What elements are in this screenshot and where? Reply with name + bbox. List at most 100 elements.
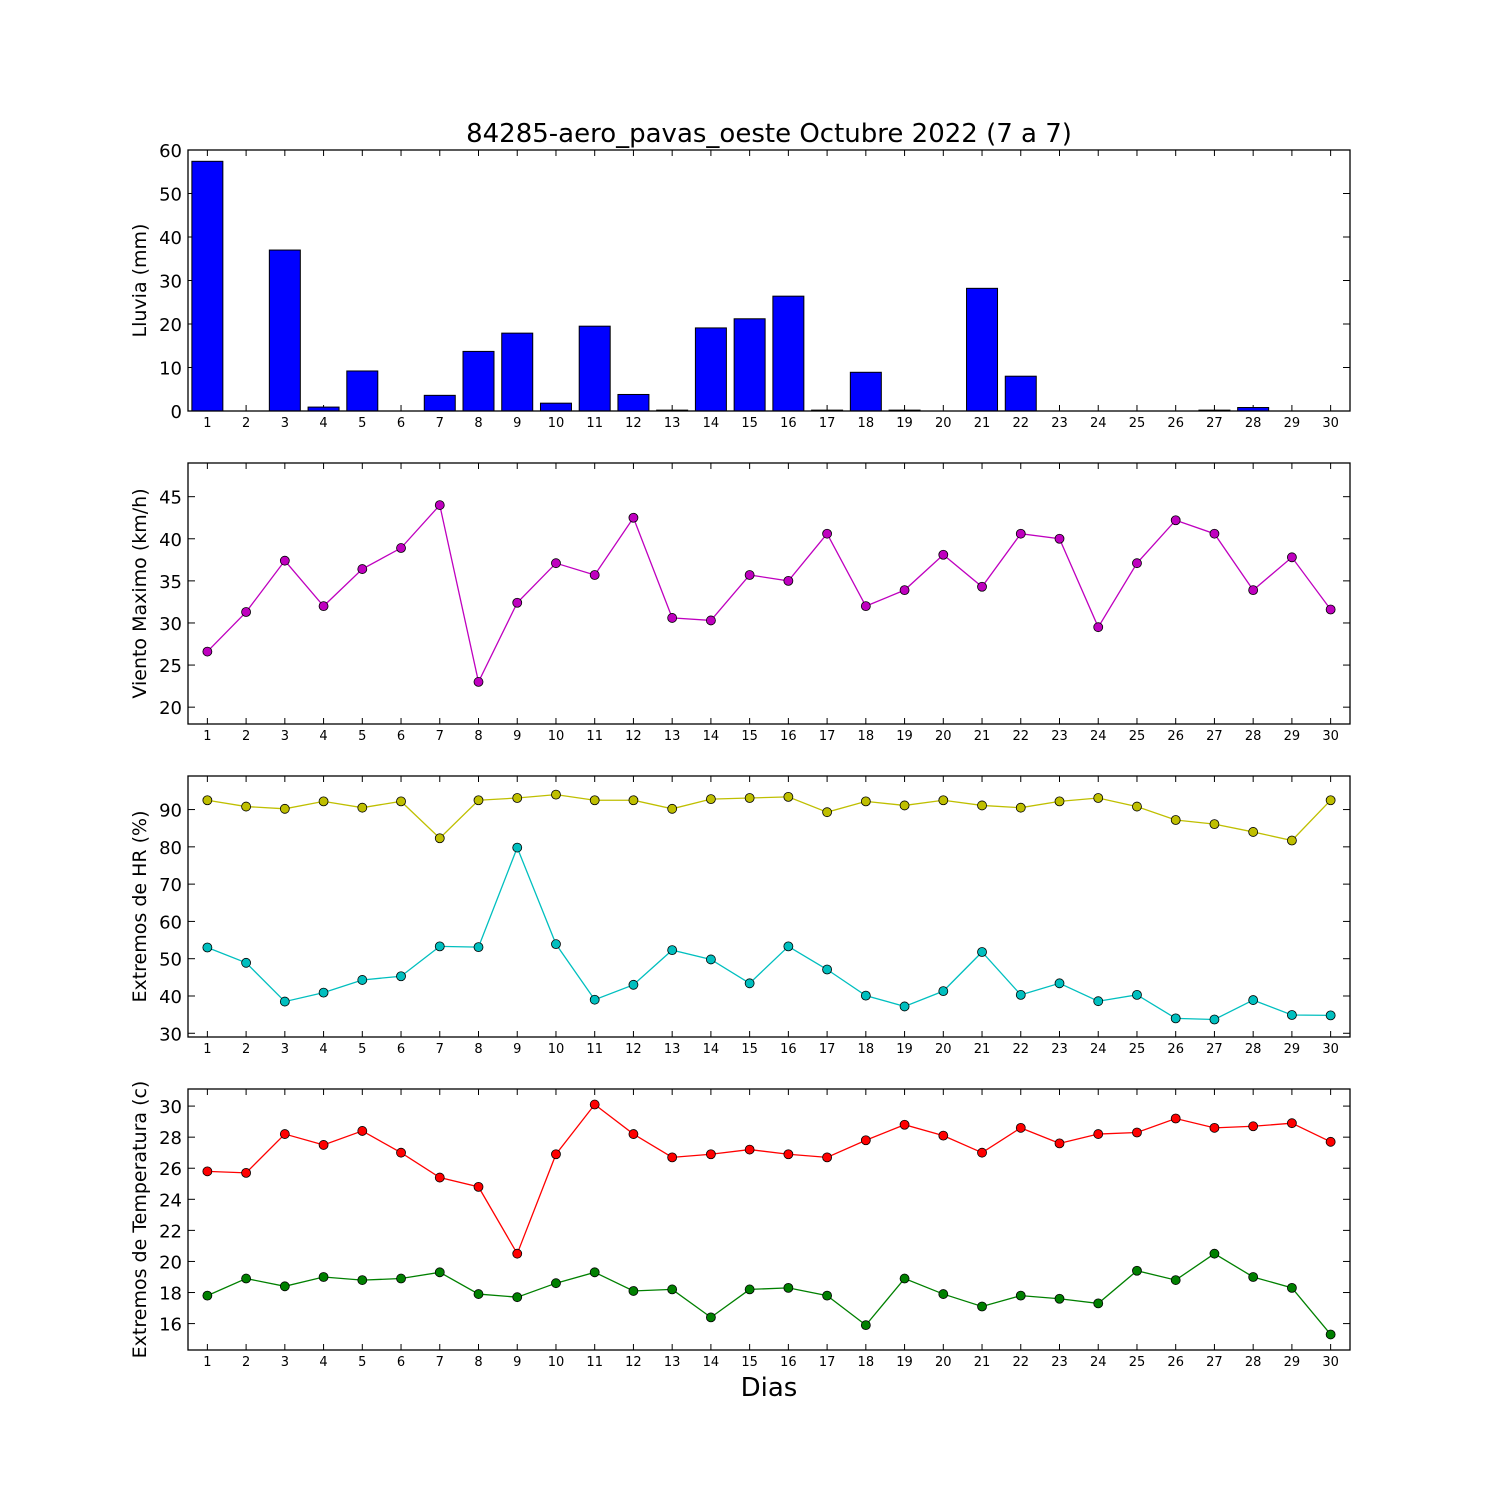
temperature-series-1-point [1132,1127,1142,1138]
y-tick-label: 60 [159,141,182,162]
humidity-series-1-line [207,793,1332,842]
x-tick-label: 10 [548,1355,565,1370]
humidity-series-1-point [241,801,252,812]
humidity-series-1-point [589,795,600,806]
temperature-series-1-point [357,1126,368,1136]
humidity-series-2-point [628,979,639,990]
x-tick-label: 23 [1051,729,1068,744]
temperature-series-2-point [357,1275,368,1285]
x-tick-label: 21 [974,1042,991,1057]
wind-series-1-point [628,512,639,523]
temperature-series-1-point [628,1129,639,1139]
rain-bar [772,295,805,412]
wind-series-1-point [512,597,523,608]
rain-axes-frame [187,149,1351,412]
wind-series-1-point [1209,528,1220,539]
humidity-series-1-point [434,833,445,844]
temperature-series-2-point [1287,1282,1297,1293]
temperature-series-2-point [706,1312,716,1323]
temperature-series-1-point [473,1181,484,1192]
y-tick-label: 90 [159,801,182,822]
temperature-series-1-point [860,1135,871,1146]
x-tick-label: 14 [703,416,720,431]
x-tick-label: 18 [858,1355,875,1370]
humidity-series-2-point [551,939,561,950]
x-tick-label: 26 [1167,416,1184,431]
temperature-series-1-point [434,1172,445,1183]
wind-y-axis-label: Viento Maximo (km/h) [129,488,151,698]
humidity-series-1-point [279,803,290,814]
humidity-series-1-point [744,793,755,803]
humidity-series-1-point [628,795,639,806]
temperature-series-2-point [628,1286,639,1296]
y-tick-label: 35 [159,572,182,593]
humidity-series-1-point [396,796,406,807]
temperature-series-2-point [1209,1248,1220,1259]
humidity-series-2-point [279,996,290,1007]
x-tick-label: 17 [819,416,836,431]
x-tick-label: 11 [586,729,603,744]
y-tick-label: 20 [159,1252,182,1273]
y-tick-label: 20 [159,315,182,336]
figure-title: 84285-aero_pavas_oeste Octubre 2022 (7 a… [466,119,1072,149]
x-tick-label: 19 [896,729,913,744]
x-tick-label: 3 [281,1355,289,1370]
temperature-series-1-point [977,1147,987,1158]
humidity-series-1-point [1054,796,1065,807]
temperature-series-2-point [589,1267,600,1278]
x-tick-label: 26 [1167,1042,1184,1057]
temperature-series-1-point [1248,1121,1259,1132]
temperature-series-1-point [512,1248,523,1259]
x-tick-label: 6 [397,729,405,744]
y-tick-label: 16 [159,1315,182,1336]
wind-series-1-point [241,607,252,617]
x-tick-label: 13 [664,416,681,431]
x-tick-label: 27 [1206,416,1223,431]
wind-series-1-point [1170,515,1181,526]
x-tick-label: 1 [203,729,211,744]
x-tick-label: 20 [935,1042,952,1057]
humidity-series-1-point [1093,793,1104,803]
temperature-series-1-point [1093,1129,1104,1139]
rain-y-axis-label: Lluvia (mm) [129,224,151,338]
wind-series-1-point [667,613,678,623]
humidity-series-2-point [589,994,600,1005]
y-tick-label: 70 [159,875,182,896]
rain-bar [694,327,727,412]
wind-series-1-point [860,601,871,612]
temperature-series-1-point [783,1149,794,1160]
temperature-series-2-point [279,1281,290,1292]
y-tick-label: 60 [159,912,182,933]
temperature-series-2-point [1054,1293,1065,1304]
y-tick-label: 40 [159,987,182,1008]
humidity-series-1-point [938,795,949,806]
x-tick-label: 27 [1206,1355,1223,1370]
x-tick-label: 30 [1322,1042,1339,1057]
rain-bar [268,249,301,412]
wind-series-1-point [1054,533,1065,544]
temperature-series-1-point [938,1130,949,1141]
x-tick-label: 14 [703,1355,720,1370]
y-tick-label: 0 [171,402,182,423]
x-tick-label: 12 [625,1355,642,1370]
humidity-series-2-point [318,987,329,998]
humidity-series-2-point [473,942,484,953]
temperature-series-2-point [860,1320,871,1331]
temperature-y-axis-label: Extremos de Temperatura (c) [129,1081,151,1359]
humidity-series-2-point [1287,1010,1297,1020]
x-tick-label: 17 [819,1355,836,1370]
y-tick-label: 30 [159,614,182,635]
wind-series-1-point [1015,528,1026,539]
x-tick-label: 11 [586,416,603,431]
x-tick-label: 13 [664,1355,681,1370]
temperature-series-2-point [822,1290,832,1301]
wind-series-1-point [1093,622,1104,633]
x-tick-label: 17 [819,729,836,744]
temperature-series-2-point [1093,1298,1104,1309]
x-axis-label: Dias [741,1373,798,1403]
humidity-series-2-point [938,986,949,997]
